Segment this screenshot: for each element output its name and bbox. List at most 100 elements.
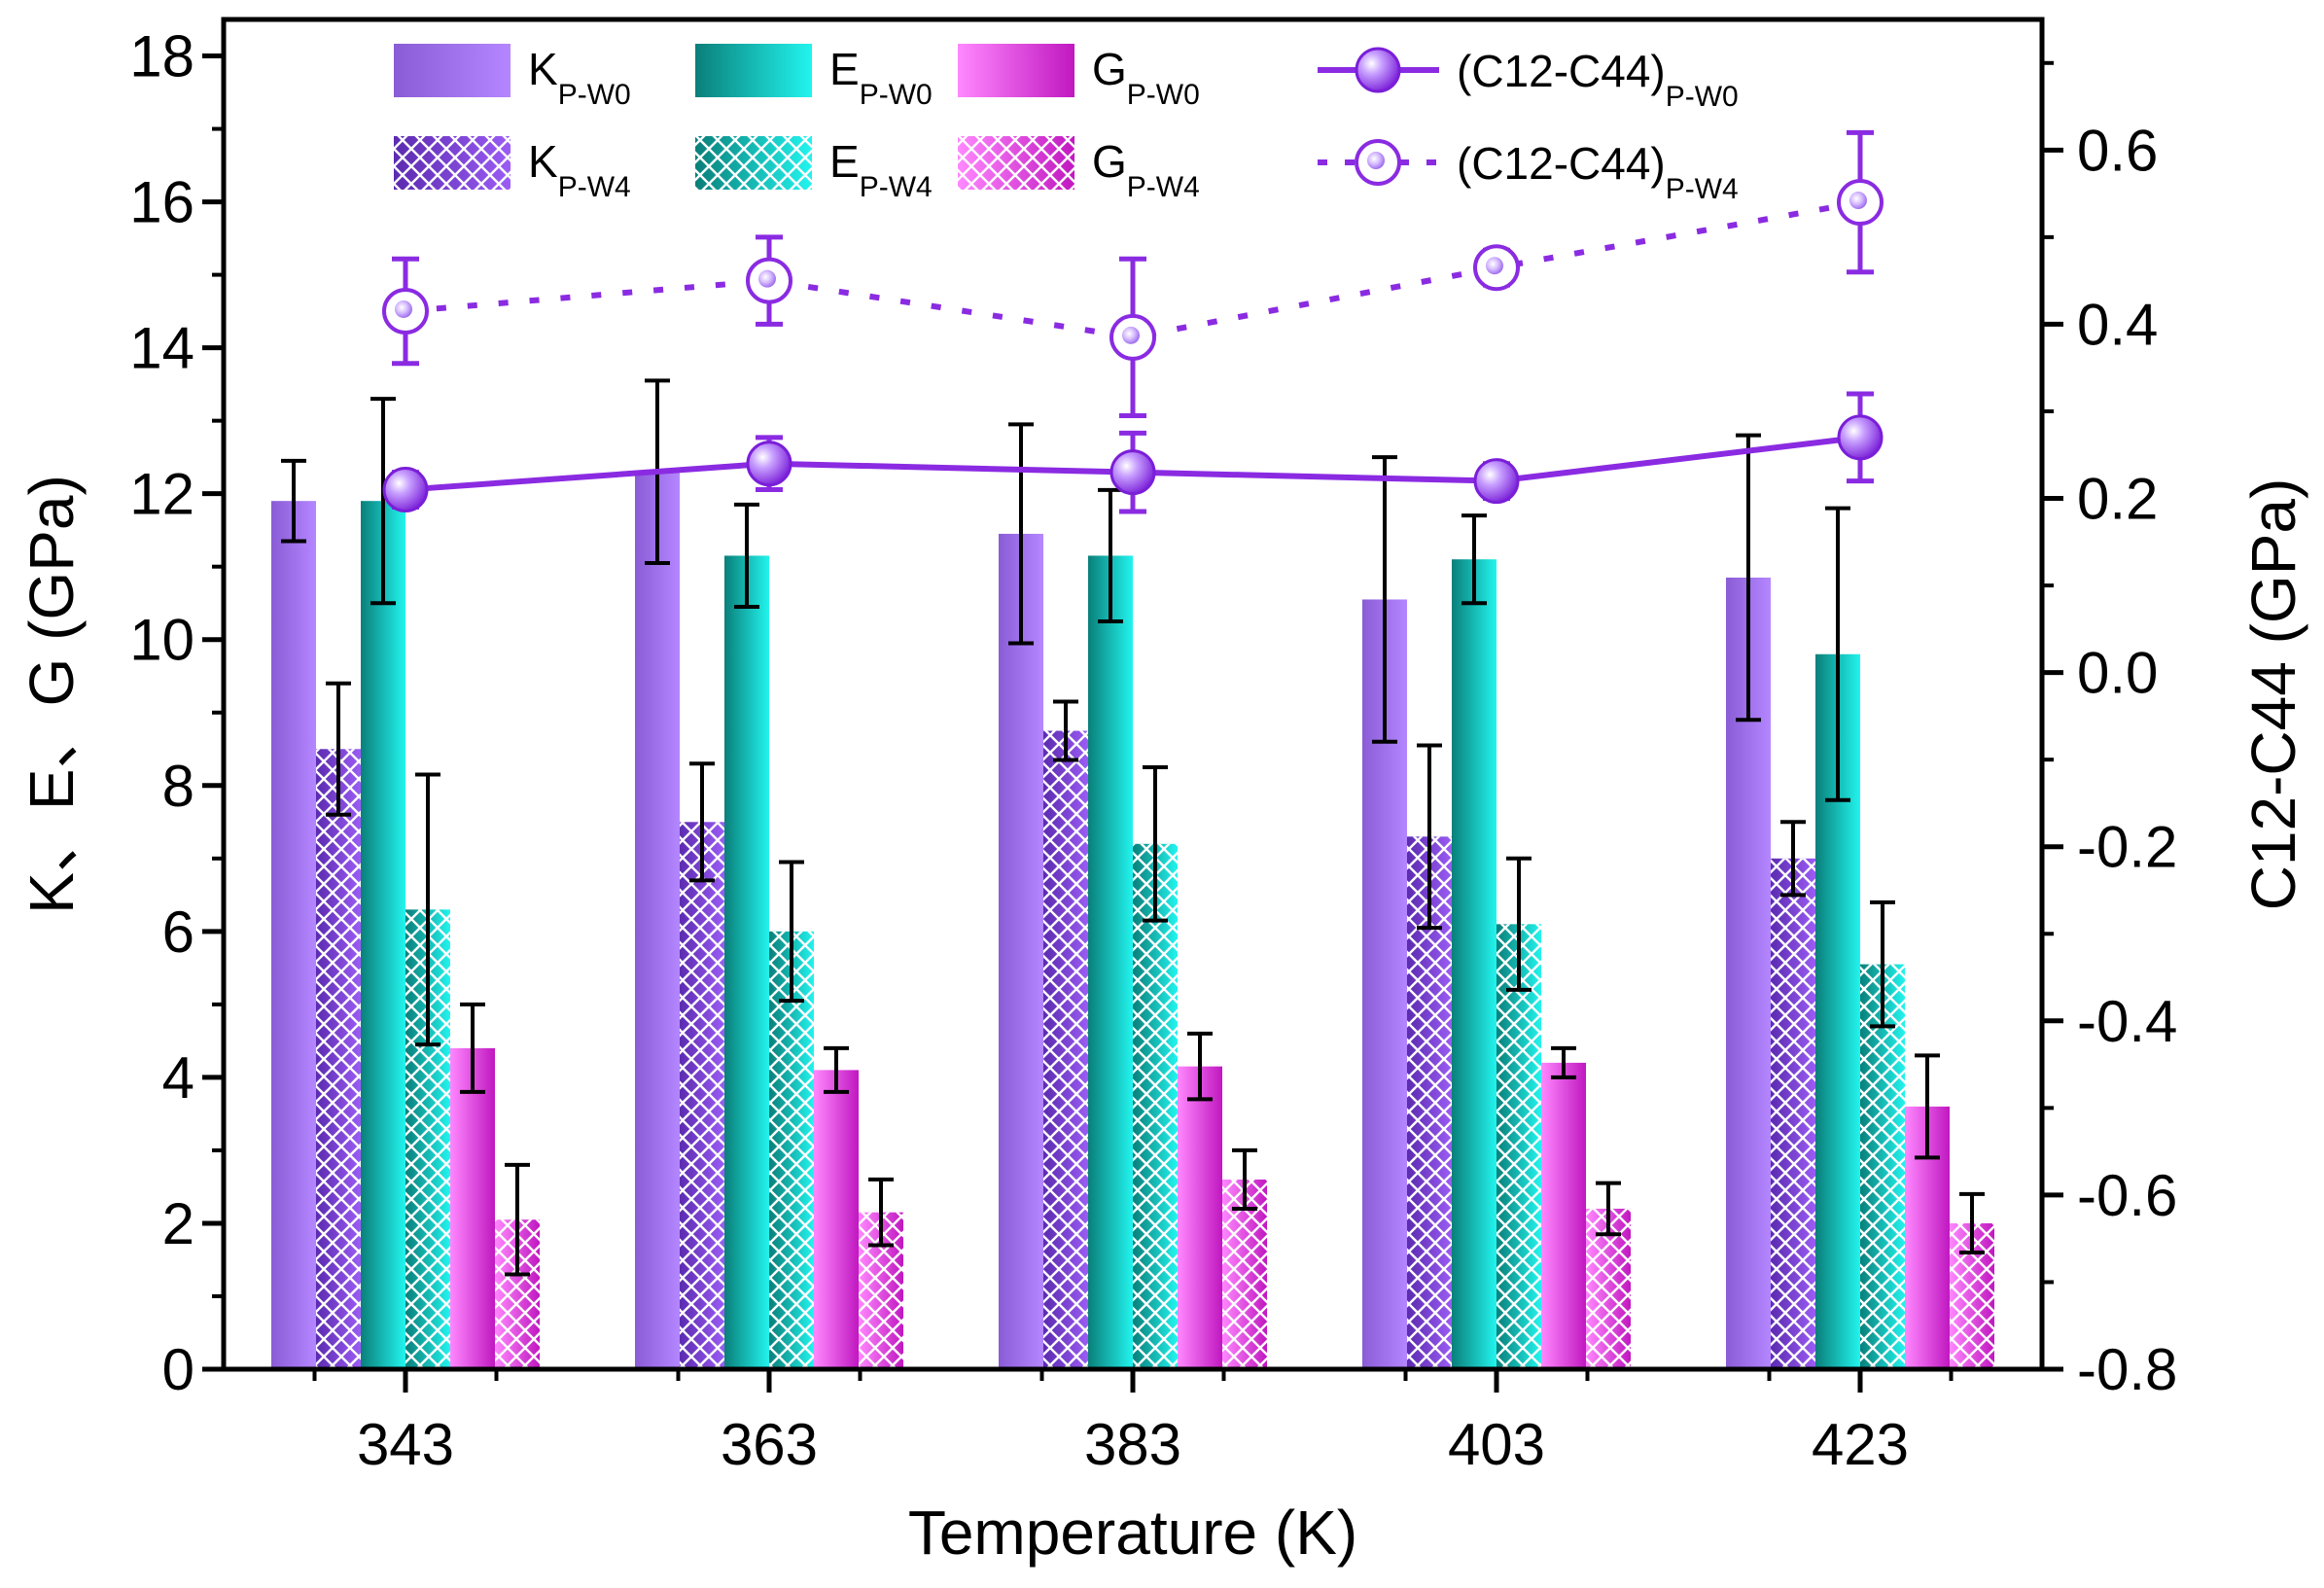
point-core-c12-c44-p-w4-383 <box>1122 326 1140 344</box>
errorbar-g-p-w0-363 <box>824 1045 849 1094</box>
legend-marker-core-c12-c44-p-w4 <box>1367 152 1385 169</box>
errorbar-e-p-w4-423 <box>1870 900 1895 1029</box>
point-core-c12-c44-p-w4-363 <box>758 269 776 288</box>
errorbar-k-p-w0-383 <box>1008 422 1034 646</box>
errorbar-g-p-w4-403 <box>1596 1181 1621 1237</box>
errorbar-k-p-w4-423 <box>1780 820 1806 898</box>
y-axis-title: K、E、G (GPa) <box>17 475 87 914</box>
errorbar-g-p-w0-423 <box>1915 1053 1940 1160</box>
bar-hatch-e-p-w4-363 <box>769 931 814 1369</box>
y-tick-label-6: 6 <box>162 900 194 965</box>
y-tick-label-14: 14 <box>129 316 194 381</box>
legend-label-g-p-w0: GP-W0 <box>1092 44 1200 111</box>
bar-hatch-e-p-w4-403 <box>1497 924 1541 1369</box>
x-tick-label-423: 423 <box>1812 1412 1909 1477</box>
errorbar-e-p-w0-423 <box>1825 506 1850 802</box>
y-tick-label-8: 8 <box>162 754 194 819</box>
errorbar-k-p-w4-403 <box>1417 743 1442 931</box>
y-tick-label-10: 10 <box>129 608 194 673</box>
legend-swatch-k-p-w0 <box>394 44 511 97</box>
errorbar-k-p-w4-363 <box>689 761 715 883</box>
errorbar-e-p-w4-363 <box>779 860 804 1004</box>
x-axis-title: Temperature (K) <box>908 1498 1357 1568</box>
bar-e-p-w0-363 <box>724 555 769 1369</box>
errorbar-k-p-w0-403 <box>1372 455 1397 744</box>
legend-swatch-hatch-k-p-w4 <box>394 136 511 190</box>
y2-tick-label-0.0: 0.0 <box>2077 641 2158 706</box>
point-c12-c44-p-w0-343 <box>382 467 429 513</box>
legend-label-c12-c44-p-w4: (C12-C44)P-W4 <box>1457 138 1739 205</box>
errorbar-g-p-w4-343 <box>505 1162 530 1277</box>
legend-swatch-g-p-w0 <box>958 44 1074 97</box>
y-tick-label-0: 0 <box>162 1337 194 1402</box>
bar-hatch-k-p-w4-363 <box>680 822 724 1369</box>
legend-label-e-p-w0: EP-W0 <box>829 44 933 111</box>
errorbar-e-p-w4-343 <box>415 772 440 1047</box>
errorbar-k-p-w4-383 <box>1053 699 1078 762</box>
errorbar-g-p-w0-343 <box>460 1002 485 1094</box>
y2-tick-label-0.4: 0.4 <box>2077 292 2158 357</box>
legend-label-k-p-w0: KP-W0 <box>528 44 631 111</box>
legend-label-e-p-w4: EP-W4 <box>829 136 933 203</box>
errorbar-e-p-w4-403 <box>1506 856 1532 992</box>
bar-g-p-w0-403 <box>1541 1062 1586 1369</box>
bar-g-p-w0-343 <box>450 1047 495 1369</box>
bar-e-p-w0-403 <box>1452 559 1497 1369</box>
bar-g-p-w0-363 <box>814 1070 859 1369</box>
y-tick-label-16: 16 <box>129 170 194 235</box>
legend-swatch-hatch-e-p-w4 <box>695 136 812 190</box>
y2-tick-label--0.2: -0.2 <box>2077 815 2177 880</box>
errorbar-g-p-w4-363 <box>868 1177 894 1248</box>
bar-k-p-w0-343 <box>271 501 316 1369</box>
bar-hatch-k-p-w4-423 <box>1771 858 1815 1369</box>
errorbar-e-p-w0-343 <box>370 397 396 606</box>
errorbar-g-p-w0-403 <box>1551 1045 1576 1079</box>
point-c12-c44-p-w0-423 <box>1837 414 1884 461</box>
legend-swatch-e-p-w0 <box>695 44 812 97</box>
errorbar-e-p-w0-403 <box>1461 513 1487 606</box>
bar-e-p-w0-343 <box>361 501 405 1369</box>
errorbar-k-p-w0-343 <box>281 458 306 544</box>
bar-e-p-w0-383 <box>1088 555 1133 1369</box>
bar-hatch-k-p-w4-383 <box>1043 730 1088 1369</box>
errorbar-e-p-w4-383 <box>1143 765 1168 923</box>
errorbar-g-p-w0-383 <box>1187 1031 1213 1102</box>
legend-label-k-p-w4: KP-W4 <box>528 136 631 203</box>
point-core-c12-c44-p-w4-423 <box>1849 192 1867 210</box>
bar-k-p-w0-363 <box>635 472 680 1369</box>
legend-marker-c12-c44-p-w0 <box>1355 47 1401 93</box>
point-core-c12-c44-p-w4-403 <box>1486 257 1503 275</box>
x-tick-label-343: 343 <box>357 1412 454 1477</box>
legend-swatch-hatch-g-p-w4 <box>958 136 1074 190</box>
bar-hatch-e-p-w4-383 <box>1133 843 1178 1369</box>
errorbar-e-p-w0-363 <box>734 502 759 609</box>
errorbar-g-p-w4-423 <box>1959 1191 1985 1254</box>
point-core-c12-c44-p-w4-343 <box>395 300 412 318</box>
y2-axis-title: C12-C44 (GPa) <box>2238 478 2308 911</box>
y-tick-label-18: 18 <box>129 24 194 89</box>
y2-tick-label--0.4: -0.4 <box>2077 989 2177 1054</box>
y2-tick-label--0.6: -0.6 <box>2077 1163 2177 1228</box>
point-c12-c44-p-w0-363 <box>746 441 792 487</box>
bar-hatch-e-p-w4-423 <box>1860 964 1905 1369</box>
bar-hatch-g-p-w4-383 <box>1222 1179 1267 1369</box>
x-tick-label-403: 403 <box>1448 1412 1545 1477</box>
legend-label-c12-c44-p-w0: (C12-C44)P-W0 <box>1457 46 1739 113</box>
y-tick-label-4: 4 <box>162 1045 194 1111</box>
legend-label-g-p-w4: GP-W4 <box>1092 136 1200 203</box>
point-c12-c44-p-w0-383 <box>1109 449 1156 496</box>
y-tick-label-2: 2 <box>162 1191 194 1256</box>
y2-tick-label-0.6: 0.6 <box>2077 118 2158 183</box>
x-tick-label-383: 383 <box>1084 1412 1181 1477</box>
y-tick-label-12: 12 <box>129 462 194 527</box>
bar-hatch-k-p-w4-343 <box>316 749 361 1369</box>
errorbar-g-p-w4-383 <box>1232 1147 1257 1211</box>
y2-tick-label-0.2: 0.2 <box>2077 467 2158 532</box>
x-tick-label-363: 363 <box>721 1412 818 1477</box>
errorbar-k-p-w4-343 <box>326 681 351 817</box>
errorbar-k-p-w0-423 <box>1736 433 1761 723</box>
bar-k-p-w0-383 <box>999 533 1043 1369</box>
bar-g-p-w0-383 <box>1178 1066 1222 1369</box>
y2-tick-label--0.8: -0.8 <box>2077 1337 2177 1402</box>
